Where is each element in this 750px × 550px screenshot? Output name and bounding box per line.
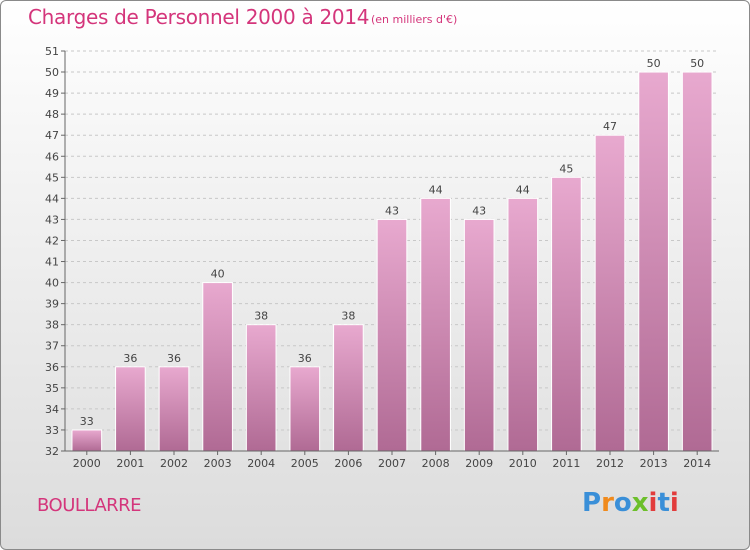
y-tick-label: 38 — [45, 319, 59, 332]
bar-value-label: 36 — [123, 352, 137, 365]
chart-subtitle: (en milliers d'€) — [371, 13, 458, 26]
bar — [551, 176, 582, 452]
bar — [594, 134, 626, 452]
bar — [507, 197, 539, 452]
x-tick-label: 2012 — [596, 457, 624, 470]
y-tick-label: 49 — [45, 87, 59, 100]
x-tick-label: 2006 — [334, 457, 362, 470]
logo-letter: i — [669, 488, 679, 518]
y-tick-label: 43 — [45, 213, 59, 226]
logo-letter: i — [648, 488, 658, 518]
y-tick-label: 40 — [45, 277, 59, 290]
bar-value-label: 43 — [385, 204, 399, 217]
y-tick-label: 33 — [45, 424, 59, 437]
x-tick-label: 2000 — [73, 457, 101, 470]
x-tick-label: 2002 — [160, 457, 188, 470]
commune-name: BOULLARRE — [37, 495, 142, 516]
y-axis: 32 33 34 35 36 37 38 39 40 41 42 43 44 45 46 47 48 49 50 51 — [45, 45, 66, 458]
y-tick-label: 48 — [45, 108, 59, 121]
bar-value-label: 50 — [690, 57, 704, 70]
y-tick-label: 42 — [45, 234, 59, 247]
logo-letter: P — [582, 488, 602, 518]
bar — [202, 282, 233, 452]
bar-value-label: 36 — [167, 352, 181, 365]
y-tick-label: 46 — [45, 150, 59, 163]
y-tick-label: 45 — [45, 171, 59, 184]
bar — [115, 366, 146, 452]
bar — [376, 218, 408, 452]
y-tick-label: 37 — [45, 340, 59, 353]
x-tick-label: 2009 — [465, 457, 493, 470]
y-tick-label: 41 — [45, 256, 59, 269]
bar — [71, 429, 103, 452]
proxiti-logo: Proxiti — [582, 488, 679, 518]
y-tick-label: 39 — [45, 298, 59, 311]
bar-value-label: 44 — [516, 183, 530, 196]
bar-value-label: 45 — [559, 162, 573, 175]
bar-value-label: 33 — [80, 415, 94, 428]
bar-value-label: 50 — [647, 57, 661, 70]
y-tick-label: 35 — [45, 382, 59, 395]
x-tick-label: 2010 — [509, 457, 537, 470]
y-tick-label: 32 — [45, 445, 59, 458]
bar — [158, 366, 190, 452]
x-tick-label: 2005 — [291, 457, 319, 470]
x-tick-label: 2007 — [378, 457, 406, 470]
bar-value-label: 47 — [603, 120, 617, 133]
x-tick-label: 2001 — [116, 457, 144, 470]
y-tick-label: 47 — [45, 129, 59, 142]
bar-value-label: 38 — [341, 310, 355, 323]
bars: 33 36 36 40 38 36 38 43 44 43 44 45 47 50 50 — [71, 57, 713, 452]
bar-value-label: 43 — [472, 204, 486, 217]
y-tick-label: 34 — [45, 403, 59, 416]
x-tick-label: 2011 — [552, 457, 580, 470]
logo-letter: r — [601, 488, 614, 518]
x-axis: 2000 2001 2002 2003 2004 2005 2006 2007 2008 2009… — [65, 450, 719, 470]
chart-title: Charges de Personnel 2000 à 2014 — [28, 5, 370, 29]
x-tick-label: 2004 — [247, 457, 275, 470]
bar-value-label: 38 — [254, 310, 268, 323]
bar-value-label: 44 — [429, 183, 443, 196]
bar-value-label: 40 — [211, 268, 225, 281]
y-tick-label: 44 — [45, 192, 59, 205]
bar — [245, 324, 277, 452]
x-tick-label: 2008 — [422, 457, 450, 470]
bar — [638, 71, 669, 452]
bar — [333, 324, 364, 452]
bar-value-label: 36 — [298, 352, 312, 365]
y-tick-label: 36 — [45, 361, 59, 374]
bar — [681, 71, 713, 452]
bar — [420, 197, 451, 452]
y-tick-label: 51 — [45, 45, 59, 58]
x-tick-label: 2013 — [640, 457, 668, 470]
logo-letter: x — [631, 488, 649, 518]
logo-letter: t — [657, 488, 670, 518]
x-tick-label: 2003 — [204, 457, 232, 470]
y-tick-label: 50 — [45, 66, 59, 79]
bar — [463, 218, 495, 452]
logo-letter: o — [613, 488, 632, 518]
x-tick-label: 2014 — [683, 457, 711, 470]
bar — [289, 366, 321, 452]
